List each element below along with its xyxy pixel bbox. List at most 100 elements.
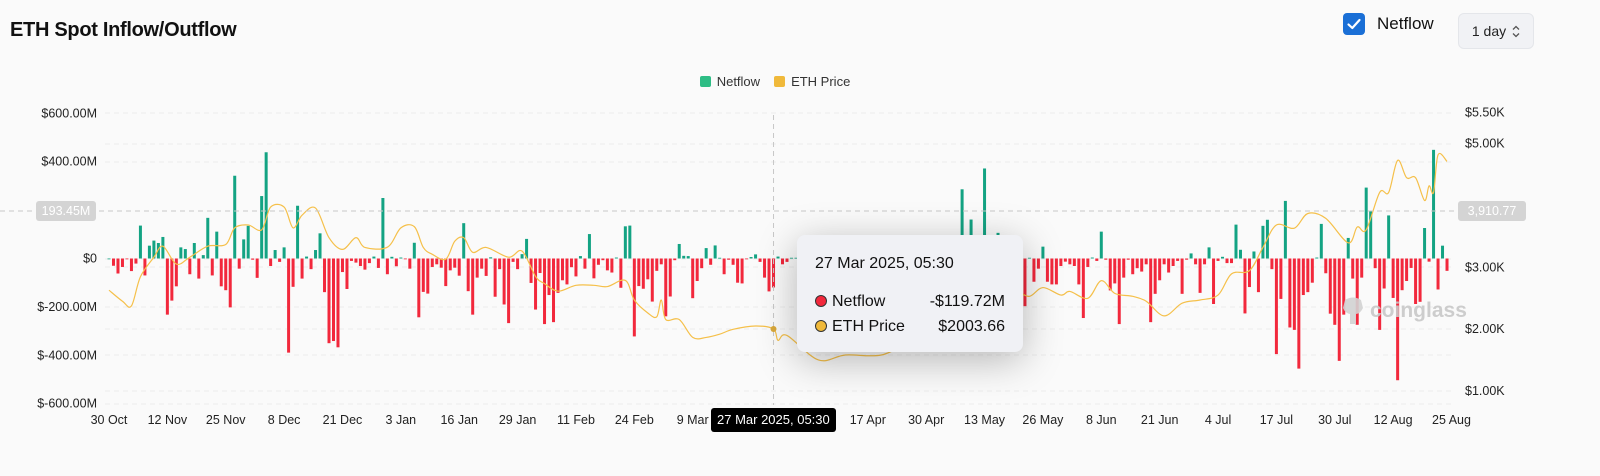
x-axis-tick: 12 Nov — [148, 413, 188, 427]
outflow-bar — [426, 258, 430, 294]
x-axis-tick: 21 Jun — [1141, 413, 1179, 427]
outflow-bar — [287, 258, 291, 353]
tooltip-row-eth-price: ETH Price $2003.66 — [815, 314, 1005, 339]
outflow-bar — [1158, 258, 1162, 281]
outflow-bar — [763, 258, 767, 278]
inflow-bar — [1315, 257, 1319, 259]
outflow-bar — [1436, 258, 1440, 290]
outflow-bar — [632, 258, 636, 337]
outflow-bar — [1081, 258, 1085, 319]
outflow-bar — [120, 258, 124, 267]
legend-item-eth-price[interactable]: ETH Price — [774, 74, 850, 89]
outflow-bar — [1122, 258, 1126, 278]
outflow-bar — [1337, 258, 1341, 361]
outflow-bar — [255, 258, 259, 278]
outflow-bar — [376, 258, 380, 268]
tooltip-price-value: $2003.66 — [938, 317, 1005, 335]
inflow-bar — [314, 250, 318, 259]
outflow-bar — [367, 258, 371, 264]
page-title: ETH Spot Inflow/Outflow — [10, 19, 237, 41]
outflow-bar — [363, 258, 367, 270]
left-axis-tick: $600.00M — [41, 106, 97, 120]
inflow-bar — [983, 168, 987, 259]
inflow-bar — [282, 247, 286, 259]
outflow-bar — [1270, 258, 1274, 270]
left-axis-tick: $-600.00M — [37, 397, 97, 411]
outflow-bar — [498, 258, 502, 270]
outflow-bar — [547, 258, 551, 296]
outflow-bar — [1113, 258, 1117, 284]
outflow-bar — [538, 258, 542, 274]
outflow-bar — [129, 258, 133, 272]
outflow-bar — [385, 258, 389, 275]
inflow-bar — [1346, 237, 1350, 259]
inflow-bar — [794, 257, 798, 259]
outflow-bar — [574, 258, 578, 277]
outflow-bar — [430, 258, 434, 267]
netflow-toggle[interactable]: Netflow — [1343, 13, 1446, 35]
inflow-bar — [1369, 211, 1373, 259]
x-axis-tick: 30 Oct — [91, 413, 128, 427]
inflow-bar — [677, 243, 681, 259]
outflow-bar — [345, 258, 349, 289]
outflow-bar — [1068, 258, 1072, 265]
inflow-bar — [1090, 257, 1094, 259]
outflow-bar — [1355, 258, 1359, 325]
inflow-bar — [296, 205, 300, 259]
inflow-bar — [776, 256, 780, 259]
outflow-bar — [125, 258, 129, 260]
x-axis-tick: 25 Nov — [206, 413, 246, 427]
legend-item-netflow[interactable]: Netflow — [699, 74, 760, 89]
outflow-bar — [475, 258, 479, 278]
inflow-bar — [749, 257, 753, 259]
inflow-bar — [246, 225, 250, 259]
inflow-bar — [390, 256, 394, 259]
outflow-bar — [659, 258, 663, 265]
x-axis-tick: 29 Jan — [499, 413, 537, 427]
interval-select[interactable]: 1 day — [1458, 13, 1534, 49]
crosshair-right-label: 3,910.77 — [1458, 201, 1526, 221]
outflow-bar — [1198, 258, 1202, 293]
inflow-bar — [201, 255, 205, 259]
outflow-bar — [502, 258, 506, 305]
inflow-bar — [520, 254, 524, 259]
inflow-bar — [1319, 223, 1323, 259]
outflow-bar — [448, 258, 452, 271]
outflow-bar — [1396, 258, 1400, 381]
inflow-bar — [713, 245, 717, 259]
outflow-bar — [1072, 258, 1076, 267]
inflow-bar — [1207, 247, 1211, 259]
outflow-bar — [709, 258, 713, 265]
outflow-bar — [619, 258, 623, 288]
inflow-bar — [305, 256, 309, 259]
outflow-bar — [394, 258, 398, 267]
outflow-bar — [1059, 258, 1063, 267]
outflow-bar — [785, 258, 789, 262]
inflow-bar — [1238, 249, 1242, 259]
outflow-bar — [534, 258, 538, 310]
outflow-bar — [170, 258, 174, 301]
outflow-bar — [300, 258, 304, 279]
right-axis-tick: $1.00K — [1465, 384, 1505, 398]
outflow-bar — [480, 258, 484, 269]
outflow-bar — [174, 258, 178, 287]
outflow-bar — [143, 258, 147, 276]
outflow-bar — [251, 258, 255, 260]
outflow-bar — [655, 258, 659, 271]
outflow-bar — [601, 258, 605, 261]
x-axis-tick: 30 Jul — [1318, 413, 1351, 427]
outflow-bar — [1279, 258, 1283, 299]
x-axis-tick: 24 Feb — [615, 413, 654, 427]
outflow-bar — [1292, 258, 1296, 330]
price-hover-dot — [770, 325, 777, 332]
inflow-bar — [614, 257, 618, 259]
outflow-bar — [722, 258, 726, 275]
outflow-bar — [408, 258, 412, 269]
outflow-bar — [1194, 258, 1198, 265]
inflow-bar — [192, 243, 196, 259]
price-dot-icon — [815, 319, 827, 332]
x-axis-tick: 8 Jun — [1086, 413, 1117, 427]
outflow-bar — [1400, 258, 1404, 291]
netflow-checkbox[interactable] — [1343, 13, 1365, 35]
tooltip-date: 27 Mar 2025, 05:30 — [815, 255, 954, 272]
